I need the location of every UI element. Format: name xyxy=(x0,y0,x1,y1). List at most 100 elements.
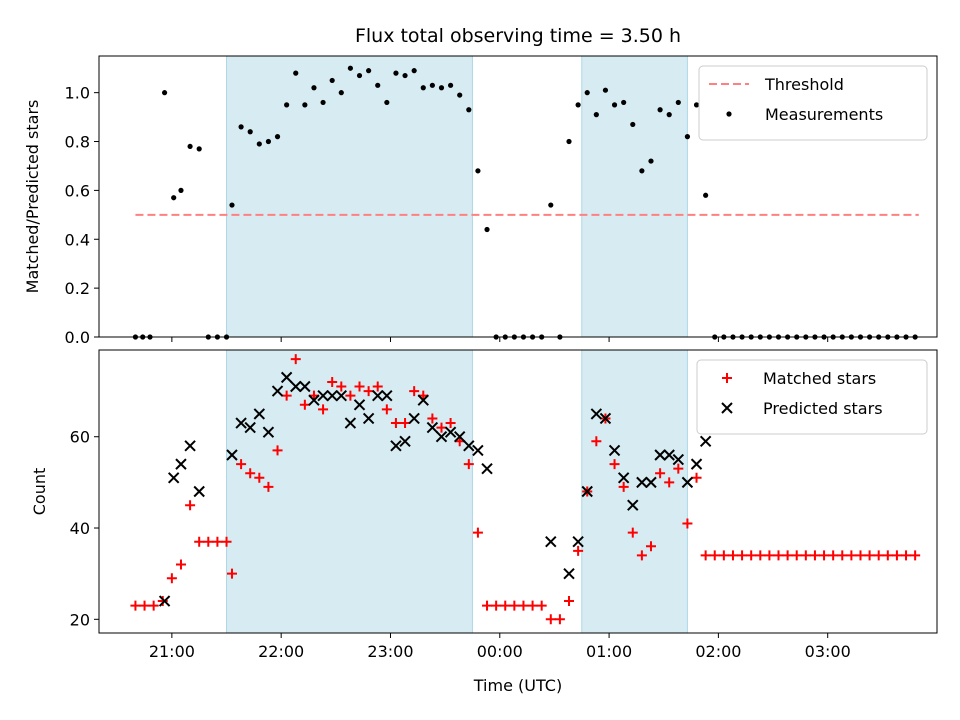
data-point xyxy=(891,550,902,561)
data-point xyxy=(274,134,281,140)
data-point xyxy=(572,536,584,548)
y-tick-label: 20 xyxy=(70,610,90,629)
data-point xyxy=(372,381,383,392)
data-point xyxy=(755,550,766,561)
data-point xyxy=(226,449,238,461)
data-point xyxy=(345,390,356,401)
data-point xyxy=(691,472,702,483)
data-point xyxy=(226,568,237,579)
data-point xyxy=(509,600,520,611)
data-point xyxy=(381,389,393,402)
panel-1: 0.0 0.2 0.4 0.6 0.8 1.0 Matched/Predicted star… xyxy=(23,25,938,347)
data-point xyxy=(130,600,141,611)
chart-title: Flux total observing time = 3.50 h xyxy=(355,25,681,47)
y-tick-label: 0.0 xyxy=(65,328,90,347)
data-point xyxy=(281,390,292,401)
data-point xyxy=(302,102,308,108)
data-point xyxy=(882,550,893,561)
data-point xyxy=(356,72,363,79)
data-point xyxy=(158,595,171,607)
legend: Matched stars Predicted stars xyxy=(696,359,928,435)
data-point xyxy=(427,413,438,424)
legend-label: Measurements xyxy=(765,105,883,124)
legend-marker-swatch xyxy=(722,373,732,383)
y-tick-label: 1.0 xyxy=(65,84,90,103)
data-point xyxy=(196,146,202,152)
data-point xyxy=(244,421,256,434)
data-point xyxy=(229,202,235,208)
data-point xyxy=(393,70,399,76)
data-point xyxy=(548,202,554,208)
data-point xyxy=(639,168,645,174)
data-point xyxy=(400,418,411,429)
data-point xyxy=(718,550,729,561)
data-point xyxy=(655,468,666,479)
data-point xyxy=(581,485,593,498)
data-point xyxy=(290,380,302,393)
data-point xyxy=(293,70,299,76)
data-point xyxy=(791,550,802,561)
data-point xyxy=(846,550,857,561)
data-point xyxy=(675,99,681,106)
data-point xyxy=(657,107,663,113)
data-point xyxy=(299,380,311,393)
data-point xyxy=(617,472,630,484)
x-tick-label: 00:00 xyxy=(477,642,523,661)
data-point xyxy=(171,195,177,201)
data-point xyxy=(435,431,448,443)
data-point xyxy=(320,99,326,106)
data-point xyxy=(663,449,675,461)
data-point xyxy=(527,600,538,611)
data-point xyxy=(673,463,684,474)
data-point xyxy=(463,459,474,470)
data-point xyxy=(429,82,435,88)
x-tick-label: 01:00 xyxy=(586,642,632,661)
data-point xyxy=(737,550,748,561)
data-point xyxy=(411,68,417,74)
data-point xyxy=(175,559,186,570)
data-point xyxy=(682,518,693,529)
data-point xyxy=(253,408,266,420)
data-point xyxy=(329,77,335,84)
data-point xyxy=(256,141,262,147)
data-point xyxy=(699,435,712,447)
data-point xyxy=(236,459,247,470)
data-point xyxy=(484,226,490,233)
data-point xyxy=(654,449,666,461)
data-point xyxy=(187,143,193,150)
data-point xyxy=(194,536,205,547)
series-predicted-stars xyxy=(158,371,712,607)
y-tick-label: 0.8 xyxy=(65,133,90,152)
data-point xyxy=(366,68,372,74)
data-point xyxy=(212,536,223,547)
data-point xyxy=(602,87,609,93)
data-point xyxy=(554,614,565,625)
data-point xyxy=(327,376,338,387)
data-point xyxy=(444,426,457,438)
y-tick-label: 0.6 xyxy=(65,181,90,200)
legend-label: Matched stars xyxy=(763,369,876,388)
data-point xyxy=(809,550,820,561)
data-point xyxy=(693,102,700,108)
data-point xyxy=(611,102,618,108)
data-point xyxy=(564,596,575,607)
legend-box xyxy=(698,65,928,141)
data-point xyxy=(175,458,187,470)
data-point xyxy=(573,545,584,556)
x-tick-label: 03:00 xyxy=(805,642,851,661)
data-point xyxy=(178,187,184,193)
data-point xyxy=(627,527,638,538)
data-point xyxy=(855,550,866,561)
data-point xyxy=(453,431,466,443)
data-point xyxy=(627,499,639,511)
data-point xyxy=(272,445,283,456)
y-tick-label: 60 xyxy=(70,428,90,447)
data-point xyxy=(353,399,366,411)
data-point xyxy=(344,417,357,429)
x-tick-label: 02:00 xyxy=(695,642,741,661)
plot-frame xyxy=(98,349,938,634)
data-point xyxy=(420,85,426,91)
data-point xyxy=(347,65,353,71)
data-point xyxy=(335,389,347,402)
data-point xyxy=(575,102,581,108)
